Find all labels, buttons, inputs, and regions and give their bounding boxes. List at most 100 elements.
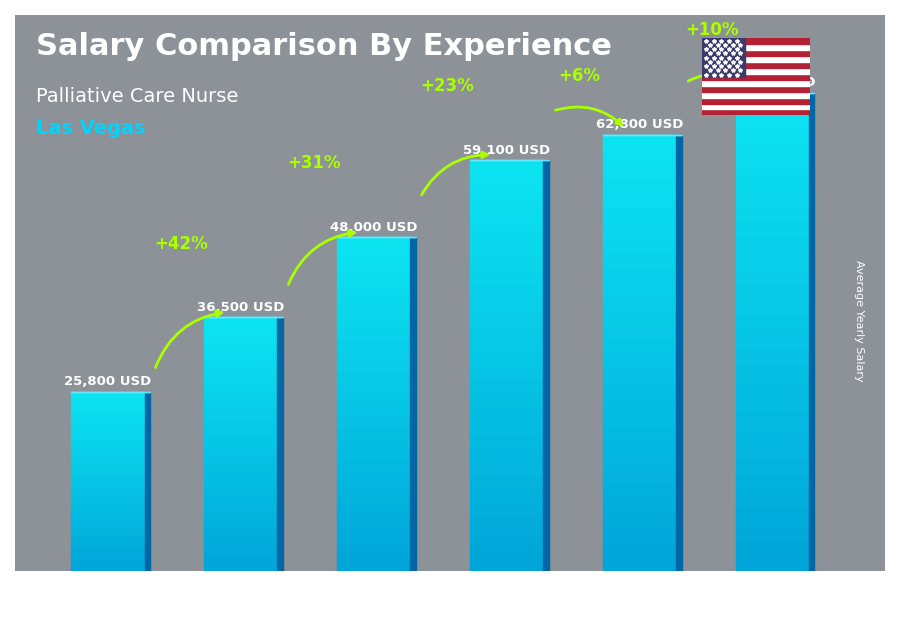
Bar <box>71 499 145 505</box>
Bar <box>470 160 543 174</box>
Bar <box>470 365 543 379</box>
Text: Salary Comparison By Experience: Salary Comparison By Experience <box>36 32 612 61</box>
Bar <box>603 178 676 193</box>
Bar <box>470 407 543 420</box>
Text: 62,800 USD: 62,800 USD <box>596 118 683 131</box>
Bar <box>338 304 410 315</box>
Bar <box>603 295 676 309</box>
Bar <box>470 256 543 270</box>
Bar <box>204 428 277 436</box>
Bar <box>603 397 676 411</box>
Bar <box>603 222 676 237</box>
Bar <box>702 44 810 50</box>
Bar <box>204 394 277 402</box>
Bar <box>204 453 277 461</box>
Bar <box>603 440 676 454</box>
Bar <box>204 385 277 394</box>
Text: 25,800 USD: 25,800 USD <box>65 375 151 388</box>
Bar <box>470 434 543 448</box>
Bar <box>338 293 410 304</box>
Bar <box>204 368 277 376</box>
Bar <box>702 38 810 44</box>
Bar <box>603 367 676 382</box>
Bar <box>338 249 410 260</box>
Bar <box>470 229 543 242</box>
Bar <box>603 280 676 295</box>
Bar <box>735 188 808 204</box>
Text: explorer.com: explorer.com <box>477 607 577 622</box>
Bar <box>735 523 808 539</box>
Bar <box>204 410 277 419</box>
Bar <box>603 149 676 163</box>
Bar <box>735 348 808 364</box>
Bar <box>277 317 284 571</box>
Bar <box>71 428 145 433</box>
Bar <box>470 338 543 352</box>
Bar <box>71 494 145 499</box>
Bar <box>702 56 810 62</box>
Bar <box>702 110 810 115</box>
Bar <box>204 444 277 453</box>
Bar <box>71 512 145 517</box>
Bar <box>71 451 145 458</box>
Bar <box>71 535 145 541</box>
Bar <box>338 371 410 382</box>
Bar <box>702 68 810 74</box>
Bar <box>603 265 676 280</box>
Bar <box>470 174 543 188</box>
Bar <box>702 80 810 86</box>
Bar <box>71 458 145 463</box>
Bar <box>603 324 676 338</box>
Bar <box>338 326 410 338</box>
Bar <box>338 538 410 549</box>
Bar <box>735 428 808 444</box>
Bar <box>702 38 745 77</box>
Bar <box>204 545 277 554</box>
Bar <box>71 433 145 440</box>
Bar <box>338 482 410 493</box>
Bar <box>338 349 410 360</box>
Bar <box>338 237 410 249</box>
Bar <box>702 104 810 110</box>
Bar <box>470 503 543 516</box>
Bar <box>204 326 277 335</box>
Bar <box>735 300 808 316</box>
Bar <box>338 515 410 527</box>
Bar <box>470 188 543 201</box>
Bar <box>204 376 277 385</box>
Bar <box>603 353 676 367</box>
Text: +6%: +6% <box>559 67 600 85</box>
Bar <box>338 504 410 515</box>
Bar <box>71 397 145 404</box>
Bar <box>204 529 277 537</box>
Text: 68,800 USD: 68,800 USD <box>728 76 815 89</box>
Bar <box>702 97 810 104</box>
Bar <box>702 50 810 56</box>
Bar <box>603 498 676 513</box>
Bar <box>735 460 808 476</box>
Bar <box>735 412 808 428</box>
Bar <box>470 462 543 475</box>
Bar <box>470 352 543 365</box>
Bar <box>735 156 808 172</box>
Bar <box>702 62 810 68</box>
Bar <box>338 493 410 504</box>
Bar <box>71 463 145 469</box>
Bar <box>204 512 277 520</box>
Text: salaryexplorer.com: salaryexplorer.com <box>377 613 523 628</box>
Bar <box>338 449 410 460</box>
Bar <box>204 436 277 444</box>
Text: 48,000 USD: 48,000 USD <box>330 221 418 234</box>
Bar <box>735 476 808 492</box>
Bar <box>735 268 808 284</box>
Bar <box>735 237 808 253</box>
Bar <box>735 507 808 523</box>
Bar <box>470 311 543 324</box>
Bar <box>71 415 145 422</box>
Bar <box>71 440 145 445</box>
Bar <box>603 469 676 484</box>
Bar <box>735 364 808 380</box>
Bar <box>603 135 676 149</box>
Bar <box>735 140 808 156</box>
Bar <box>71 523 145 529</box>
